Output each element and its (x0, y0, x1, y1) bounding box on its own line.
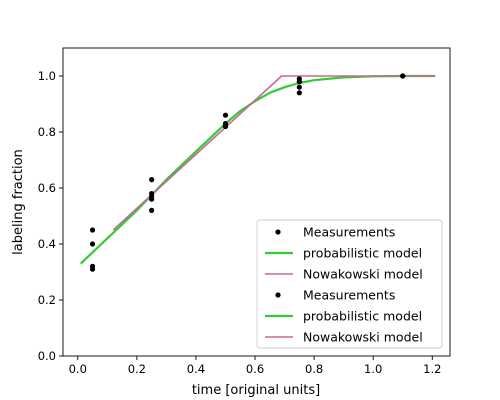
measurement-point (222, 112, 229, 118)
y-tick-label: 0.0 (38, 349, 56, 363)
legend-label: Measurements (303, 288, 395, 303)
plot-marks (79, 73, 436, 272)
measurement-point (296, 79, 302, 85)
legend-label: Measurements (303, 225, 395, 240)
y-tick-label: 0.6 (38, 181, 56, 195)
measurement-point (89, 266, 96, 272)
measurement-point (149, 207, 155, 213)
x-tick-label: 1.2 (423, 362, 441, 376)
axes: 0.0 0.2 0.4 0.6 0.8 1.0 1.2 0.0 0.2 0.4 0.6 0.8 1.0 (38, 47, 451, 376)
y-tick-label: 0.2 (38, 293, 56, 307)
measurement-point (149, 196, 155, 202)
legend-marker-icon (275, 292, 281, 298)
measurement-point (222, 123, 229, 129)
x-tick-label: 0.4 (187, 362, 205, 376)
legend-label: probabilistic model (303, 246, 422, 261)
legend: Measurements probabilistic model Nowakowsk… (256, 219, 443, 349)
y-tick-label: 1.0 (38, 69, 56, 83)
legend-label: probabilistic model (303, 309, 422, 324)
legend-box (256, 219, 443, 349)
x-tick-label: 0.6 (246, 362, 264, 376)
legend-marker-icon (275, 229, 281, 235)
x-tick-label: 1.0 (364, 362, 382, 376)
x-axis-label: time [original units] (192, 383, 320, 398)
measurement-point (149, 177, 155, 183)
x-tick-label: 0.8 (305, 362, 323, 376)
measurement-point (400, 73, 406, 79)
legend-label: Nowakowski model (303, 330, 423, 345)
y-tick-label: 0.4 (38, 237, 56, 251)
measurement-point (89, 227, 96, 233)
measurement-point (89, 241, 96, 247)
x-tick-label: 0.2 (128, 362, 146, 376)
measurement-point (296, 84, 302, 90)
x-tick-label: 0.0 (69, 362, 87, 376)
plot-frame (62, 47, 451, 357)
legend-label: Nowakowski model (303, 267, 423, 282)
nowakowski-model-line (112, 75, 436, 231)
measurement-point (296, 90, 302, 96)
y-tick-label: 0.8 (38, 125, 56, 139)
y-axis-label: labeling fraction (11, 149, 26, 255)
